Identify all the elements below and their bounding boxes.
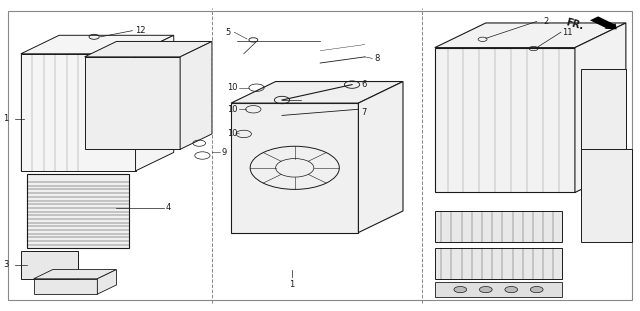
Polygon shape [435,211,562,242]
Circle shape [531,286,543,293]
Polygon shape [84,41,212,57]
Text: 6: 6 [362,80,367,89]
Polygon shape [136,35,173,171]
Text: 10: 10 [227,105,237,114]
Text: 1: 1 [3,114,8,123]
Polygon shape [21,251,78,279]
Circle shape [505,286,518,293]
Text: 12: 12 [136,26,146,35]
FancyArrow shape [590,16,617,29]
Text: 4: 4 [166,203,172,212]
Text: 3: 3 [3,260,8,269]
Circle shape [479,286,492,293]
Text: 11: 11 [562,28,573,37]
Polygon shape [435,282,562,297]
Polygon shape [231,81,403,103]
Text: 5: 5 [226,28,231,37]
Text: 8: 8 [374,54,380,63]
Polygon shape [34,279,97,294]
Text: 10: 10 [227,83,237,92]
Polygon shape [435,23,626,48]
Polygon shape [180,41,212,149]
Text: FR.: FR. [564,17,584,31]
Text: 9: 9 [221,148,227,157]
Polygon shape [581,149,632,242]
Polygon shape [28,174,129,248]
Polygon shape [575,23,626,193]
Polygon shape [34,270,116,279]
Polygon shape [358,81,403,233]
Polygon shape [97,270,116,294]
Polygon shape [435,248,562,279]
Polygon shape [581,69,626,193]
Text: 7: 7 [362,109,367,118]
Circle shape [454,286,467,293]
Polygon shape [21,54,136,171]
Polygon shape [84,57,180,149]
Polygon shape [21,35,173,54]
Text: 2: 2 [543,17,548,26]
Text: 10: 10 [227,129,237,138]
Text: 1: 1 [289,280,294,289]
Polygon shape [435,48,575,193]
Polygon shape [231,103,358,233]
